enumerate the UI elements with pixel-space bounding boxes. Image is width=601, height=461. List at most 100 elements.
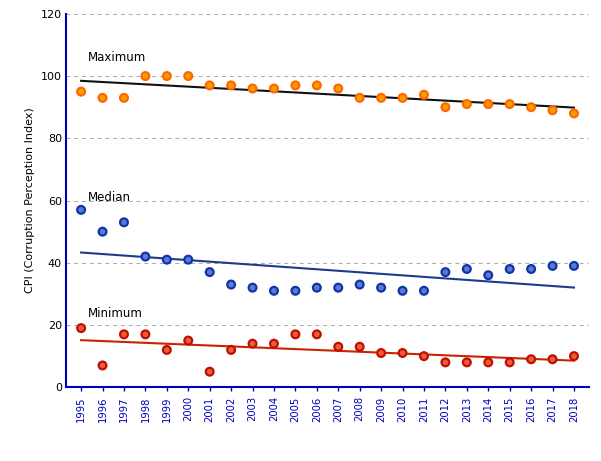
Point	[569, 110, 579, 117]
Point	[119, 94, 129, 101]
Point	[419, 91, 429, 99]
Point	[355, 343, 364, 350]
Point	[205, 368, 215, 375]
Point	[462, 359, 472, 366]
Point	[205, 368, 215, 375]
Y-axis label: CPI (Corruption Perception Index): CPI (Corruption Perception Index)	[25, 108, 35, 293]
Point	[334, 343, 343, 350]
Point	[141, 253, 150, 260]
Point	[526, 266, 536, 273]
Point	[376, 284, 386, 291]
Point	[462, 266, 472, 273]
Point	[419, 352, 429, 360]
Point	[291, 82, 300, 89]
Point	[98, 362, 108, 369]
Point	[355, 281, 364, 288]
Point	[462, 266, 472, 273]
Point	[269, 287, 279, 295]
Point	[183, 337, 193, 344]
Point	[419, 91, 429, 99]
Point	[526, 355, 536, 363]
Point	[119, 219, 129, 226]
Point	[227, 346, 236, 354]
Point	[526, 104, 536, 111]
Point	[205, 268, 215, 276]
Point	[526, 355, 536, 363]
Point	[227, 82, 236, 89]
Point	[419, 352, 429, 360]
Point	[98, 228, 108, 236]
Point	[269, 340, 279, 348]
Point	[98, 362, 108, 369]
Point	[76, 206, 86, 213]
Point	[441, 268, 450, 276]
Point	[183, 72, 193, 80]
Point	[248, 284, 257, 291]
Point	[76, 206, 86, 213]
Point	[355, 94, 364, 101]
Point	[98, 94, 108, 101]
Point	[76, 325, 86, 332]
Text: Median: Median	[88, 190, 130, 204]
Point	[376, 94, 386, 101]
Point	[248, 284, 257, 291]
Point	[119, 219, 129, 226]
Point	[312, 331, 322, 338]
Point	[334, 284, 343, 291]
Point	[291, 331, 300, 338]
Point	[312, 331, 322, 338]
Point	[569, 262, 579, 270]
Point	[227, 82, 236, 89]
Point	[376, 349, 386, 357]
Point	[505, 100, 514, 108]
Point	[312, 82, 322, 89]
Point	[291, 331, 300, 338]
Point	[398, 287, 407, 295]
Point	[205, 268, 215, 276]
Point	[312, 284, 322, 291]
Point	[269, 85, 279, 92]
Point	[312, 284, 322, 291]
Point	[355, 343, 364, 350]
Point	[441, 359, 450, 366]
Point	[483, 359, 493, 366]
Point	[162, 72, 172, 80]
Point	[505, 266, 514, 273]
Point	[141, 331, 150, 338]
Point	[76, 88, 86, 95]
Point	[483, 100, 493, 108]
Point	[398, 94, 407, 101]
Point	[248, 85, 257, 92]
Point	[312, 82, 322, 89]
Point	[291, 287, 300, 295]
Point	[376, 94, 386, 101]
Point	[569, 110, 579, 117]
Point	[569, 352, 579, 360]
Point	[548, 355, 557, 363]
Text: Maximum: Maximum	[88, 51, 146, 64]
Point	[441, 104, 450, 111]
Point	[419, 287, 429, 295]
Point	[483, 359, 493, 366]
Text: Minimum: Minimum	[88, 307, 142, 320]
Point	[548, 355, 557, 363]
Point	[483, 272, 493, 279]
Point	[119, 94, 129, 101]
Point	[162, 346, 172, 354]
Point	[548, 106, 557, 114]
Point	[398, 287, 407, 295]
Point	[334, 85, 343, 92]
Point	[334, 343, 343, 350]
Point	[419, 287, 429, 295]
Point	[119, 331, 129, 338]
Point	[483, 100, 493, 108]
Point	[376, 349, 386, 357]
Point	[119, 331, 129, 338]
Point	[269, 85, 279, 92]
Point	[462, 100, 472, 108]
Point	[291, 287, 300, 295]
Point	[98, 228, 108, 236]
Point	[183, 256, 193, 263]
Point	[269, 340, 279, 348]
Point	[183, 72, 193, 80]
